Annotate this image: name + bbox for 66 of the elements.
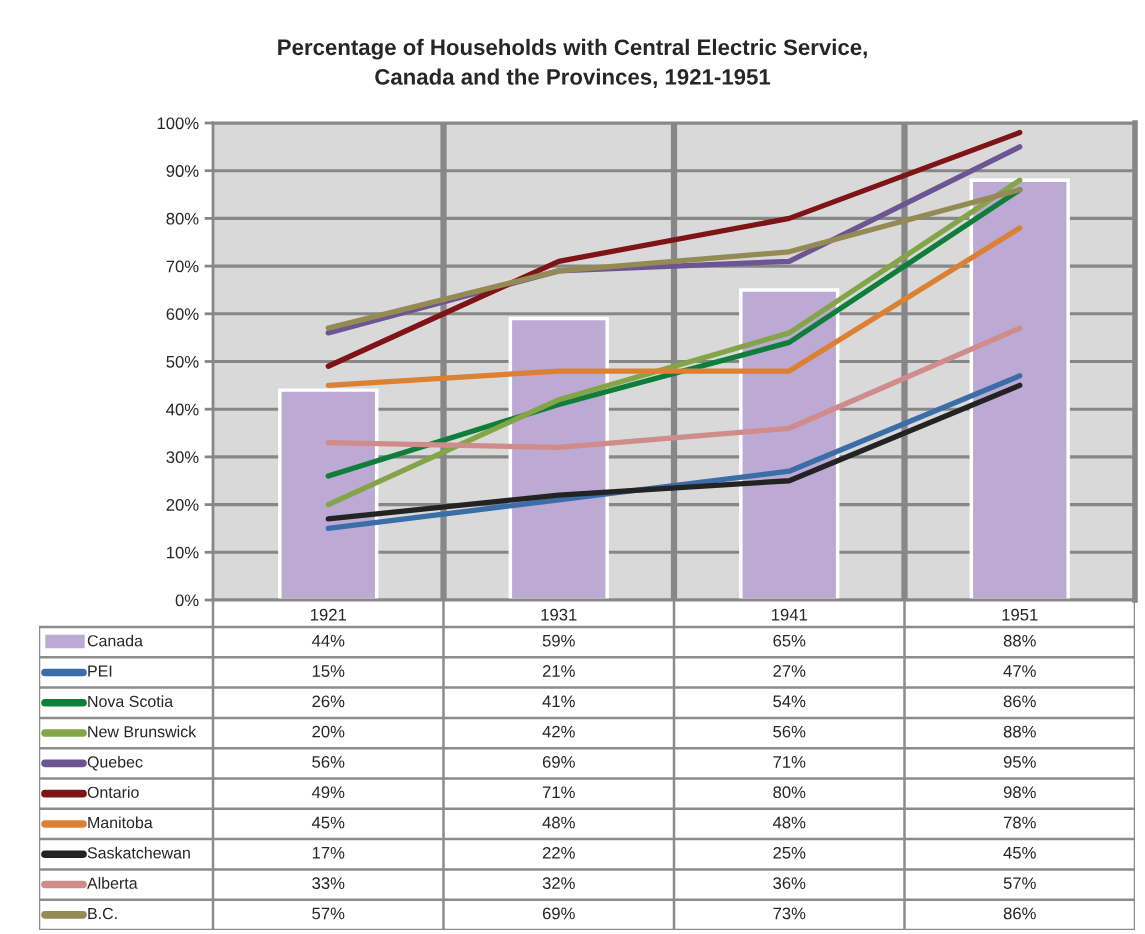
x-tick-label: 1921	[310, 608, 346, 621]
y-tick-label: 100%	[157, 117, 199, 130]
legend-label: Canada	[87, 634, 143, 647]
x-tick-label: 1941	[771, 608, 807, 621]
y-tick-label: 60%	[166, 308, 199, 320]
data-label: 65%	[773, 634, 806, 647]
legend-label: Nova Scotia	[88, 695, 174, 708]
legend-label: Alberta	[87, 877, 138, 889]
y-tick-label: 30%	[166, 451, 199, 464]
data-label: 57%	[312, 907, 345, 920]
data-label: 88%	[1003, 634, 1036, 647]
data-label: 21%	[542, 665, 575, 677]
legend-label: B.C.	[88, 907, 117, 920]
data-label: 86%	[1003, 695, 1036, 708]
data-label: 41%	[542, 695, 575, 708]
chart-title: Percentage of Households with Central Electric Service, Canada and the Provinces, 1921-1951	[278, 38, 867, 89]
data-label: 73%	[773, 907, 806, 920]
legend-label: Quebec	[87, 755, 143, 771]
data-label: 17%	[312, 846, 345, 859]
data-label: 78%	[1003, 816, 1036, 829]
legend-label: Ontario	[87, 786, 139, 798]
data-label: 26%	[312, 695, 345, 708]
data-label: 95%	[1003, 756, 1036, 768]
data-label: 56%	[773, 725, 806, 738]
x-tick-label: 1951	[1002, 608, 1038, 621]
y-tick-label: 90%	[166, 165, 199, 177]
data-label: 71%	[773, 756, 806, 768]
y-tick-label: 0%	[175, 594, 199, 607]
data-label: 54%	[773, 695, 806, 708]
data-label: 57%	[1003, 877, 1036, 890]
y-tick-label: 20%	[166, 499, 199, 511]
data-label: 45%	[1003, 846, 1036, 859]
data-label: 47%	[1003, 665, 1036, 677]
data-label: 32%	[542, 877, 575, 890]
data-label: 44%	[311, 634, 345, 647]
data-label: 69%	[542, 907, 575, 920]
data-label: 98%	[1003, 786, 1036, 799]
legend-label: Manitoba	[88, 816, 153, 829]
y-tick-label: 70%	[166, 260, 199, 273]
data-label: 25%	[773, 846, 806, 859]
legend-label: PEI	[88, 665, 112, 677]
x-tick-label: 1931	[541, 608, 577, 621]
data-label: 56%	[312, 756, 345, 768]
data-label: 86%	[1003, 907, 1036, 920]
data-label: 15%	[312, 665, 345, 677]
data-label: 22%	[542, 846, 575, 859]
y-tick-label: 50%	[166, 355, 199, 368]
data-label: 88%	[1003, 725, 1036, 738]
data-label: 36%	[773, 877, 806, 890]
data-label: 42%	[542, 725, 575, 738]
y-tick-label: 40%	[166, 403, 199, 416]
data-label: 20%	[312, 725, 345, 738]
data-label: 80%	[773, 786, 806, 799]
legend-label: New Brunswick	[88, 725, 197, 738]
data-label: 33%	[312, 877, 345, 890]
y-tick-label: 10%	[167, 546, 199, 559]
y-tick-label: 80%	[166, 212, 199, 225]
data-label: 69%	[542, 756, 575, 768]
data-label: 45%	[311, 816, 345, 829]
legend-label: Saskatchewan	[87, 846, 190, 859]
data-label: 71%	[542, 786, 575, 799]
data-label: 49%	[311, 786, 345, 799]
data-label: 48%	[772, 816, 806, 829]
data-label: 59%	[542, 634, 575, 647]
data-label: 27%	[773, 665, 806, 677]
data-label: 48%	[542, 816, 575, 829]
